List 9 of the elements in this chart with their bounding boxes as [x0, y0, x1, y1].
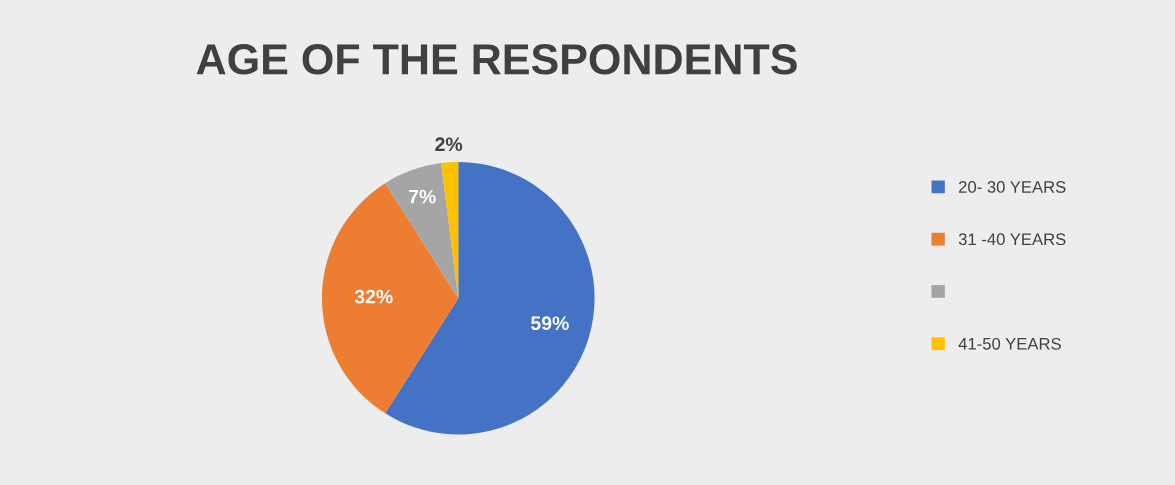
data-label: 7% [409, 189, 436, 204]
chart-title: AGE OF THE RESPONDENTS [196, 44, 797, 75]
data-label: 59% [531, 316, 569, 331]
legend-label: 31 -40 YEARS [958, 233, 1066, 246]
legend-label: 20- 30 YEARS [959, 181, 1066, 193]
pie-slice [321, 183, 459, 414]
legend-label: 41-50 YEARS [958, 337, 1061, 350]
data-label: 2% [435, 137, 463, 152]
data-label: 32% [354, 289, 393, 304]
